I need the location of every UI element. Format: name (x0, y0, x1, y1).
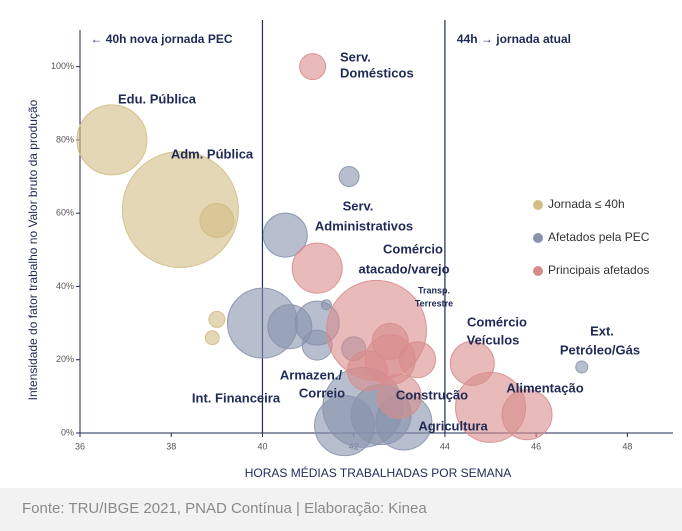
y-axis-label: Intensidade do fator trabalho no Valor b… (26, 99, 40, 400)
bubble (208, 310, 226, 328)
y-tick-label: 60% (56, 208, 74, 218)
legend-label: Afetados pela PEC (548, 230, 650, 244)
bubble (320, 299, 332, 311)
bubble (314, 395, 376, 457)
source: Fonte: TRU/IBGE 2021, PNAD Contínua | El… (22, 500, 427, 517)
x-tick-label: 38 (166, 441, 176, 451)
annotation: Correio (299, 385, 345, 400)
legend-label: Principais afetados (548, 263, 649, 277)
bubble (575, 360, 589, 374)
annotation: Edu. Pública (118, 91, 197, 106)
x-tick-label: 48 (622, 441, 632, 451)
annotation: Adm. Pública (171, 146, 254, 161)
y-tick-label: 80% (56, 134, 74, 144)
annotation: Agricultura (418, 418, 488, 433)
annotation: Int. Financeira (192, 390, 281, 405)
bubble (399, 341, 437, 379)
reference-label: ← 40h nova jornada PEC (90, 32, 232, 46)
bubble (76, 104, 148, 176)
bubble (338, 166, 360, 188)
bubble (291, 242, 343, 294)
x-tick-label: 36 (75, 441, 85, 451)
bubble (262, 212, 308, 258)
reference-label: 44h → jornada atual (457, 32, 571, 46)
annotation: atacado/varejo (358, 261, 449, 276)
x-tick-label: 40 (257, 441, 267, 451)
y-tick-label: 40% (56, 281, 74, 291)
annotation: Domésticos (340, 65, 414, 80)
x-tick-label: 46 (531, 441, 541, 451)
annotation: Armazen./ (280, 367, 343, 382)
annotation: Petróleo/Gás (560, 342, 640, 357)
annotation: Construção (396, 387, 468, 402)
bubble (121, 151, 239, 269)
bubble (371, 322, 409, 360)
annotation: Ext. (590, 323, 614, 338)
bubble (299, 53, 327, 81)
bubble (376, 373, 422, 419)
annotation: Transp. (418, 285, 450, 295)
y-tick-label: 20% (56, 354, 74, 364)
bubble (501, 389, 553, 441)
legend-swatch (533, 233, 543, 243)
x-tick-label: 44 (440, 441, 450, 451)
annotation: Serv. (343, 198, 374, 213)
y-tick-label: 0% (61, 427, 74, 437)
bubble (199, 203, 235, 239)
annotation: Comércio (383, 241, 443, 256)
y-tick-label: 100% (51, 61, 74, 71)
annotation: Comércio (467, 314, 527, 329)
bubble (346, 350, 388, 392)
legend-label: Jornada ≤ 40h (548, 197, 625, 211)
footer-bg (0, 488, 682, 531)
annotation: Terrestre (415, 298, 453, 308)
annotation: Serv. (340, 49, 371, 64)
annotation: Veículos (467, 332, 520, 347)
legend-swatch (533, 200, 543, 210)
annotation: Administrativos (315, 218, 413, 233)
x-axis-label: HORAS MÉDIAS TRABALHADAS POR SEMANA (245, 465, 512, 480)
legend-swatch (533, 266, 543, 276)
bubble (204, 330, 220, 346)
annotation: Alimentação (506, 380, 583, 395)
